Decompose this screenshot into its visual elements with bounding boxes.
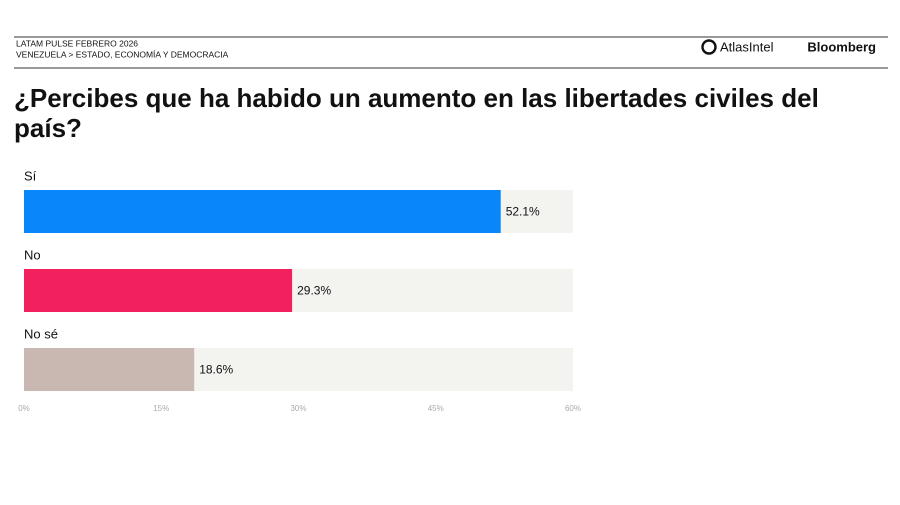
x-tick-label: 30% <box>290 404 306 413</box>
bar <box>24 269 293 312</box>
bar <box>24 190 501 233</box>
x-tick-label: 45% <box>428 404 444 413</box>
category-label: No sé <box>24 326 58 341</box>
value-label: 29.3% <box>297 284 331 298</box>
category-label: No <box>24 247 41 262</box>
category-label: Sí <box>24 168 37 183</box>
chart-title: ¿Percibes que ha habido un aumento en la… <box>14 83 819 113</box>
x-tick-label: 60% <box>565 404 581 413</box>
x-tick-label: 15% <box>153 404 169 413</box>
brand: Bloomberg <box>807 39 876 54</box>
bar <box>24 348 195 391</box>
value-label: 52.1% <box>506 205 540 219</box>
brand: AtlasIntel <box>720 39 774 54</box>
brand-icon <box>701 39 717 55</box>
breadcrumb: VENEZUELA > ESTADO, ECONOMÍA Y DEMOCRACI… <box>16 49 229 59</box>
kicker: LATAM PULSE FEBRERO 2026 <box>16 38 138 48</box>
x-tick-label: 0% <box>18 404 30 413</box>
chart-title: país? <box>14 113 82 143</box>
value-label: 18.6% <box>199 363 233 377</box>
